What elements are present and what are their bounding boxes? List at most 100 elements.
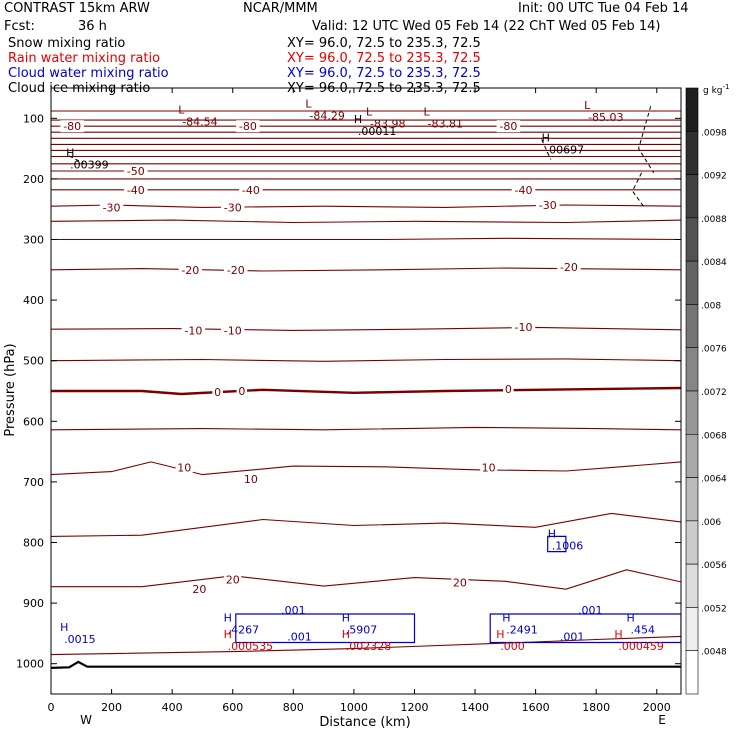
- legend-cloud-water-label: Cloud water mixing ratio: [8, 66, 169, 81]
- isotherm-line: [51, 386, 681, 396]
- extremum-value: .4267: [228, 623, 260, 636]
- extremum-marker: L: [424, 105, 431, 118]
- cloud-ice-contour: [631, 172, 646, 209]
- extremum-value: .000: [500, 640, 524, 653]
- cloud-water-label: .001: [560, 631, 585, 644]
- isotherm-line: [51, 426, 681, 431]
- extremum-marker: H: [542, 131, 550, 144]
- extremum-value: -83.81: [428, 117, 463, 130]
- isotherm-label: -20: [181, 264, 199, 277]
- isotherm-label-bg: [236, 385, 248, 397]
- y-tick-label: 400: [23, 294, 44, 307]
- x-tick-label: 1400: [461, 701, 489, 714]
- extremum-value: -83.98: [370, 117, 405, 130]
- isotherm-label-bg: [224, 263, 248, 276]
- colorbar-label: .006: [701, 518, 721, 528]
- colorbar-segment: [685, 87, 699, 132]
- x-tick-label: 600: [222, 701, 243, 714]
- extremum-marker: H: [60, 621, 68, 634]
- isotherm-label-bg: [496, 120, 521, 133]
- colorbar-segment: [685, 217, 699, 262]
- extremum-value: .002328: [346, 640, 392, 653]
- extremum-value: -84.29: [309, 109, 344, 122]
- isotherm-label-bg: [124, 183, 148, 196]
- legend-snow-xy: XY= 96.0, 72.5 to 235.3, 72.5: [287, 36, 481, 51]
- colorbar-unit: g kg-1: [703, 83, 729, 96]
- isotherm-label: 20: [226, 573, 240, 586]
- colorbar-label: .0098: [701, 128, 727, 138]
- isotherm-label: -10: [184, 324, 202, 337]
- isotherm-label: 10: [482, 461, 496, 474]
- isotherm-label-bg: [178, 263, 203, 276]
- isotherm-label-bg: [511, 320, 536, 333]
- isotherm-label-bg: [535, 198, 560, 211]
- x-tick-label: 200: [101, 701, 122, 714]
- extremum-marker: H: [626, 611, 634, 624]
- colorbar-segment: [685, 174, 699, 219]
- forecast-hour: 36 h: [78, 19, 107, 34]
- west-label: W: [80, 713, 92, 727]
- isotherm-label: 0: [238, 385, 245, 398]
- x-tick-label: 1200: [400, 701, 428, 714]
- isotherm-label-bg: [239, 183, 263, 196]
- colorbar-label: .0068: [701, 431, 727, 441]
- isotherm-label: 10: [244, 473, 258, 486]
- extremum-value: .2491: [506, 623, 538, 636]
- isotherm-line: [51, 635, 681, 656]
- organization-label: NCAR/MMM: [243, 1, 318, 16]
- model-title: CONTRAST 15km ARW: [4, 1, 150, 16]
- colorbar-segment: [685, 260, 699, 305]
- isotherm-label-bg: [451, 576, 469, 589]
- isotherm-label-bg: [99, 201, 124, 214]
- isotherm-label-bg: [557, 260, 581, 273]
- legend-rain-xy: XY= 96.0, 72.5 to 235.3, 72.5: [287, 51, 481, 66]
- extremum-marker: H: [224, 628, 232, 641]
- cloud-water-label: .001: [281, 604, 306, 617]
- x-tick-label: 0: [48, 701, 55, 714]
- extremum-marker: L: [178, 103, 185, 116]
- east-label: E: [658, 713, 666, 727]
- extremum-value: .1006: [552, 540, 584, 553]
- colorbar-label: .0092: [701, 172, 727, 182]
- y-tick-label: 800: [23, 537, 44, 550]
- x-tick-label: 800: [283, 701, 304, 714]
- x-tick-label: 1800: [582, 701, 610, 714]
- extremum-value: .000459: [618, 640, 664, 653]
- colorbar-label: .0056: [701, 561, 727, 571]
- colorbar-segment: [685, 433, 699, 478]
- legend-snow-label: Snow mixing ratio: [8, 36, 126, 51]
- extremum-value: .5907: [346, 623, 378, 636]
- y-axis-title: Pressure (hPa): [3, 343, 18, 436]
- isotherm-label: -80: [63, 120, 81, 133]
- extremum-marker: H: [354, 113, 362, 126]
- extremum-marker: L: [305, 97, 312, 110]
- isotherm-label: -20: [560, 261, 578, 274]
- extremum-marker: H: [66, 146, 74, 159]
- colorbar-segment: [685, 607, 699, 652]
- isotherm-line: [51, 358, 681, 362]
- isotherm-label: -30: [103, 201, 121, 214]
- isotherm-label: -10: [224, 324, 242, 337]
- colorbar-label: .0076: [701, 345, 727, 355]
- colorbar-label: .0088: [701, 215, 727, 225]
- colorbar-label: .0072: [701, 388, 727, 398]
- legend-rain-label: Rain water mixing ratio: [8, 51, 161, 66]
- plot-frame: [50, 87, 682, 695]
- isotherm-label: -30: [224, 201, 242, 214]
- isotherm-label: -80: [239, 120, 257, 133]
- isotherm-line: [51, 461, 681, 476]
- isotherm-label: -40: [515, 184, 533, 197]
- extremum-marker: H: [224, 611, 232, 624]
- y-tick-label: 200: [23, 173, 44, 186]
- colorbar-unit-exponent: -1: [723, 83, 730, 91]
- isotherm-line: [51, 237, 681, 241]
- y-tick-label: 600: [23, 415, 44, 428]
- y-tick-label: 1000: [16, 658, 44, 671]
- isotherm-label-bg: [181, 324, 206, 337]
- colorbar-segment: [685, 130, 699, 175]
- isotherm-label-bg: [60, 120, 84, 133]
- cloud-ice-contour: [68, 155, 85, 165]
- x-tick-label: 1600: [522, 701, 550, 714]
- y-tick-label: 500: [23, 355, 44, 368]
